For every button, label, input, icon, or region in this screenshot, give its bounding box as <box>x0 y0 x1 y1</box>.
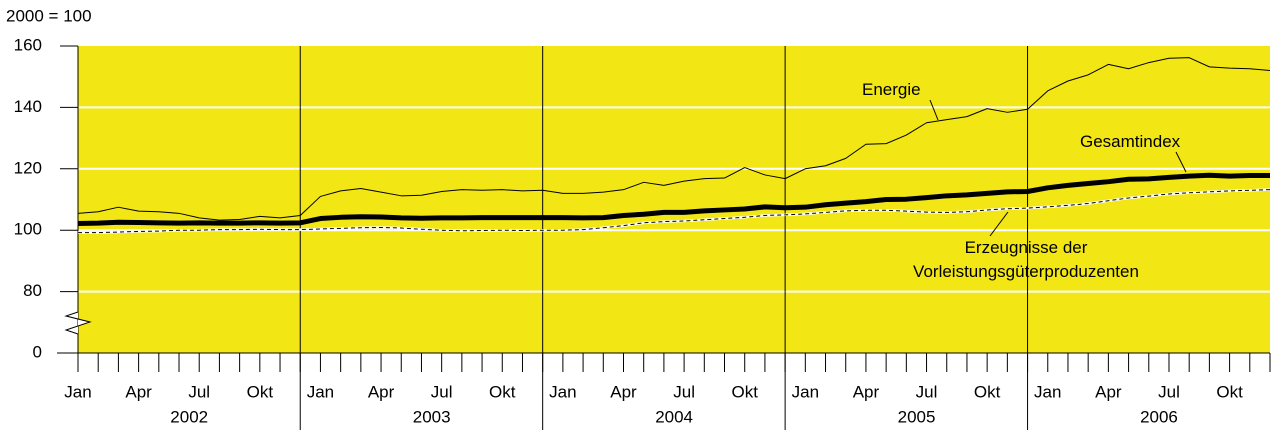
x-group-label: 2004 <box>655 407 693 426</box>
x-tick-label: Jan <box>1034 382 1061 401</box>
y-tick-label: 140 <box>14 97 42 116</box>
series-line <box>78 189 1271 234</box>
x-tick-label: Jul <box>673 382 695 401</box>
y-tick-label: 120 <box>14 158 42 177</box>
x-tick-label: Jul <box>188 382 210 401</box>
label-leader <box>989 211 1009 237</box>
x-group-label: 2002 <box>170 407 208 426</box>
series-line <box>77 172 1270 226</box>
x-tick-label: Apr <box>853 382 880 401</box>
x-tick-label: Okt <box>489 382 516 401</box>
series-line <box>77 57 1271 221</box>
x-tick-label: Jan <box>549 382 576 401</box>
x-tick-label: Okt <box>974 382 1001 401</box>
series-label: Gesamtindex <box>1080 132 1181 151</box>
y-tick-label: 0 <box>33 342 42 361</box>
x-tick-label: Okt <box>731 382 758 401</box>
x-tick-label: Apr <box>368 382 395 401</box>
x-tick-label: Apr <box>610 382 637 401</box>
label-leader <box>1175 151 1187 173</box>
x-group-label: 2005 <box>898 407 936 426</box>
x-tick-label: Apr <box>1095 382 1122 401</box>
series-label: Energie <box>862 80 921 99</box>
y-tick-label: 80 <box>23 281 42 300</box>
x-tick-label: Okt <box>247 382 274 401</box>
plot-background <box>78 46 1270 353</box>
x-tick-label: Jul <box>431 382 453 401</box>
plot-area: 0 80 100 120 140 160 2002 2003 2004 2005 2006 Jan Ap… <box>14 35 1271 430</box>
x-tick-label: Jul <box>1158 382 1180 401</box>
series-label: Erzeugnisse der Vorleistungsgüterproduze… <box>913 238 1139 281</box>
x-group-label: 2006 <box>1140 407 1178 426</box>
chart-title: 2000 = 100 <box>6 6 92 25</box>
x-tick-label: Jan <box>307 382 334 401</box>
x-group-label: 2003 <box>413 407 451 426</box>
y-tick-label: 160 <box>14 35 42 54</box>
label-leader <box>929 99 939 121</box>
x-tick-label: Jan <box>64 382 91 401</box>
x-tick-label: Jul <box>916 382 938 401</box>
axis-break <box>64 311 92 335</box>
x-tick-label: Jan <box>792 382 819 401</box>
x-tick-label: Apr <box>125 382 152 401</box>
x-tick-label: Okt <box>1216 382 1243 401</box>
y-tick-label: 100 <box>14 220 42 239</box>
